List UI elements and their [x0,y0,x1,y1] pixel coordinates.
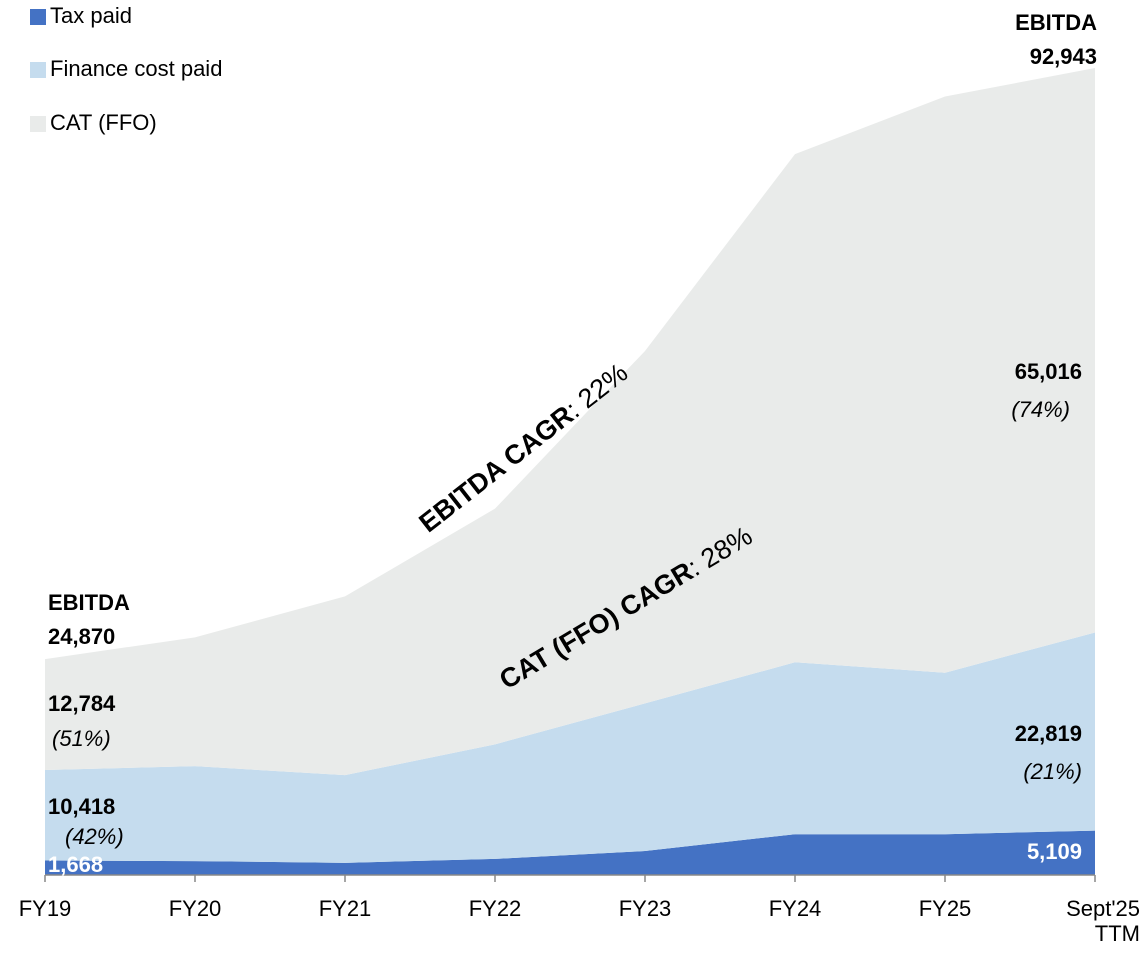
total-label: 24,870 [48,624,115,649]
legend-swatch [30,62,46,78]
share-label: (42%) [65,824,124,849]
legend-label: Finance cost paid [50,56,222,81]
data-label: 10,418 [48,794,115,819]
x-tick-label: FY24 [768,896,822,921]
x-tick-label: FY22 [468,896,522,921]
x-tick-label: FY20 [168,896,222,921]
legend-swatch [30,9,46,25]
data-label: 12,784 [48,691,116,716]
x-tick-label: FY21 [318,896,372,921]
legend-swatch [30,116,46,132]
data-label: 65,016 [1015,359,1082,384]
data-label: 22,819 [1015,721,1082,746]
x-tick-label: FY25 [918,896,972,921]
legend-label: CAT (FFO) [50,110,157,135]
x-tick-label: FY19 [18,896,72,921]
total-title: EBITDA [1015,10,1097,35]
share-label: (51%) [52,726,111,751]
x-tick-label: FY23 [618,896,672,921]
total-title: EBITDA [48,590,130,615]
total-label: 92,943 [1030,44,1097,69]
share-label: (74%) [1011,397,1070,422]
data-label: 5,109 [1027,839,1082,864]
legend-label: Tax paid [50,3,132,28]
area [45,830,1095,875]
x-tick-label: Sept'25 TTM [1066,896,1140,946]
area [45,68,1095,776]
area [45,632,1095,863]
share-label: (21%) [1023,759,1082,784]
data-label: 1,668 [48,852,103,877]
